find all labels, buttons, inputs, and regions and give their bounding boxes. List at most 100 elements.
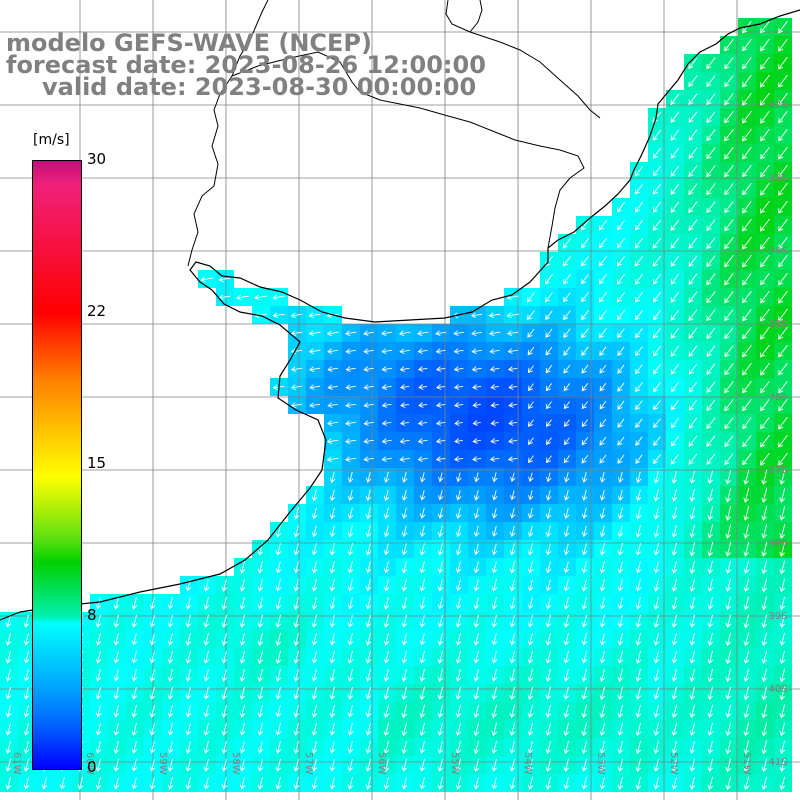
wind-arrow [95, 668, 102, 682]
wind-arrow [527, 507, 534, 519]
wind-arrow [95, 776, 102, 790]
wind-arrow [760, 56, 770, 70]
wind-arrow [383, 704, 390, 719]
wind-arrow [23, 651, 30, 664]
wind-arrow [401, 507, 408, 520]
wind-arrow [329, 722, 336, 736]
wind-arrow [635, 650, 642, 665]
wind-arrow [472, 402, 481, 408]
wind-arrow [724, 272, 734, 286]
wind-arrow [598, 274, 607, 285]
wind-arrow [670, 273, 680, 285]
wind-arrow [725, 668, 732, 683]
wind-arrow [617, 489, 624, 502]
wind-arrow [23, 669, 30, 682]
wind-arrow [365, 776, 372, 790]
colorbar-tick-30: 30 [87, 150, 107, 168]
wind-arrow [670, 93, 680, 105]
wind-arrow [473, 740, 480, 755]
wind-arrow [473, 704, 480, 719]
wind-arrow [545, 722, 552, 737]
wind-arrow [779, 596, 786, 611]
longitude-label: 60W [84, 752, 95, 775]
wind-arrow [473, 650, 480, 664]
wind-arrow [275, 579, 282, 592]
wind-arrow [365, 705, 372, 718]
wind-arrow [706, 111, 716, 124]
wind-arrow [724, 399, 734, 412]
wind-arrow [437, 490, 444, 501]
wind-arrow [365, 471, 372, 483]
wind-arrow [617, 758, 624, 772]
latitude-label: 34S [768, 246, 787, 257]
wind-arrow [634, 310, 643, 321]
wind-arrow [311, 614, 318, 628]
wind-arrow [724, 417, 734, 430]
wind-arrow [329, 489, 336, 502]
wind-arrow [563, 579, 570, 592]
wind-arrow [671, 596, 678, 610]
wind-arrow [167, 668, 174, 682]
wind-arrow [545, 507, 552, 520]
wind-arrow [401, 543, 408, 556]
wind-arrow [185, 705, 192, 718]
wind-arrow [508, 384, 517, 390]
wind-arrow [311, 525, 318, 538]
longitude-label: 51W [741, 752, 752, 775]
wind-arrow [688, 75, 698, 88]
wind-arrow [131, 651, 138, 664]
wind-arrow [635, 489, 642, 502]
wind-arrow [725, 650, 732, 665]
wind-arrow [383, 776, 390, 790]
wind-arrow [365, 561, 372, 574]
wind-arrow [599, 740, 606, 754]
wind-arrow [347, 543, 354, 556]
wind-arrow [563, 328, 571, 338]
wind-arrow [365, 632, 372, 646]
wind-arrow [563, 614, 570, 628]
wind-arrow [455, 668, 462, 682]
wind-arrow [545, 668, 552, 682]
wind-arrow [760, 236, 770, 250]
wind-arrow [383, 740, 390, 755]
wind-arrow [527, 561, 534, 574]
wind-arrow [473, 561, 480, 574]
wind-arrow [598, 238, 607, 249]
wind-arrow [473, 489, 480, 501]
colorbar-tick-8: 8 [87, 606, 97, 624]
wind-arrow [221, 614, 228, 628]
wind-arrow [435, 456, 446, 462]
wind-arrow [652, 219, 662, 231]
wind-arrow [383, 722, 390, 737]
wind-arrow [95, 705, 102, 718]
wind-arrow [617, 542, 624, 556]
wind-arrow [491, 543, 498, 556]
wind-arrow [581, 346, 589, 356]
wind-arrow [725, 704, 732, 719]
wind-arrow [724, 75, 734, 88]
wind-arrow [401, 596, 408, 610]
wind-arrow [778, 164, 788, 178]
wind-arrow [347, 579, 354, 592]
wind-arrow [401, 489, 408, 501]
wind-arrow [617, 776, 624, 790]
latitude-label: 35S [768, 319, 787, 330]
wind-arrow [670, 291, 680, 303]
wind-arrow [670, 418, 679, 429]
wind-arrow [491, 472, 498, 483]
wind-arrow [671, 758, 678, 772]
wind-arrow [563, 489, 570, 501]
wind-arrow [599, 686, 606, 701]
wind-arrow [167, 632, 174, 646]
wind-arrow [293, 596, 300, 610]
wind-arrow [724, 291, 734, 304]
wind-arrow [221, 632, 228, 646]
wind-arrow [506, 330, 519, 337]
wind-arrow [401, 525, 408, 538]
wind-arrow [437, 704, 444, 719]
wind-arrow [347, 723, 354, 736]
wind-arrow [456, 472, 462, 483]
wind-arrow [778, 290, 788, 304]
wind-arrow [743, 722, 750, 737]
wind-arrow [399, 384, 410, 390]
